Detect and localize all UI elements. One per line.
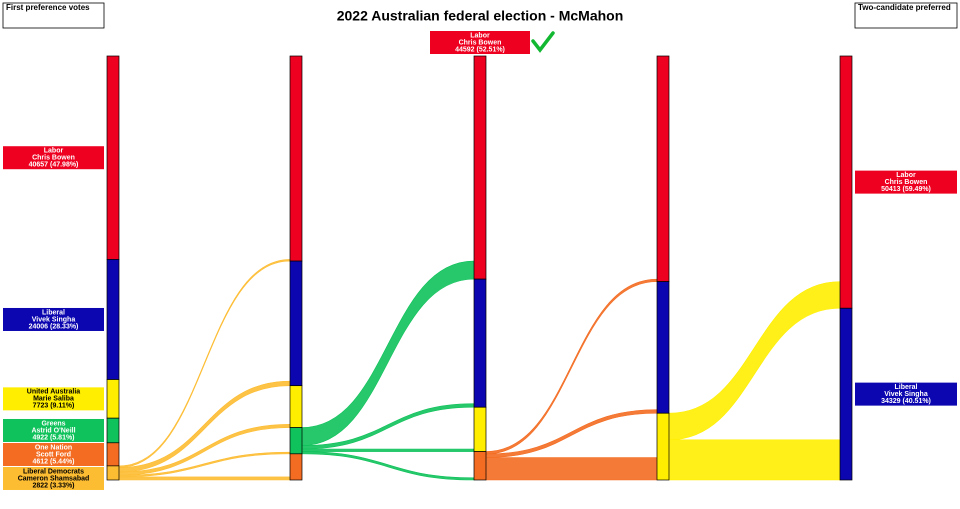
party-label: Liberal Democrats bbox=[23, 468, 84, 475]
vote-label: 4922 (5.81%) bbox=[32, 434, 74, 441]
vote-label: 7723 (9.11%) bbox=[33, 403, 75, 410]
preference-flow bbox=[668, 439, 841, 481]
first-preference-box bbox=[3, 387, 104, 411]
party-label: United Australia bbox=[27, 389, 81, 396]
heading-box bbox=[2, 2, 105, 29]
vote-label: 4612 (5.44%) bbox=[32, 458, 74, 465]
count-segment bbox=[839, 307, 853, 481]
count-segment bbox=[106, 55, 120, 260]
left-heading: First preference votes bbox=[6, 3, 90, 12]
vote-label: 40657 (47.98%) bbox=[29, 162, 79, 169]
winner-check bbox=[531, 31, 555, 53]
candidate-name: Cameron Shamsabad bbox=[18, 475, 90, 482]
right-heading: Two-candidate preferred bbox=[858, 3, 951, 12]
preference-flow bbox=[118, 476, 291, 481]
first-preference-box bbox=[3, 466, 104, 490]
count-segment bbox=[656, 281, 670, 414]
party-label: Liberal bbox=[895, 384, 918, 391]
count-segment bbox=[473, 55, 487, 280]
vote-label: 24006 (28.33%) bbox=[29, 323, 79, 330]
candidate-name: Vivek Singha bbox=[884, 391, 928, 398]
first-preference-box bbox=[3, 307, 104, 331]
count-segment bbox=[473, 278, 487, 408]
winner-box bbox=[430, 31, 530, 54]
party-label: Greens bbox=[41, 420, 65, 427]
count-segment bbox=[106, 379, 120, 419]
candidate-name: Chris Bowen bbox=[885, 179, 928, 186]
title: 2022 Australian federal election - McMah… bbox=[337, 8, 624, 24]
preference-flow bbox=[301, 448, 475, 452]
candidate-name: Marie Saliba bbox=[33, 396, 74, 403]
count-segment bbox=[289, 385, 303, 428]
count-segment bbox=[473, 451, 487, 481]
vote-label: 34329 (40.51%) bbox=[881, 398, 931, 405]
count-segment bbox=[106, 417, 120, 444]
party-label: Labor bbox=[470, 32, 490, 39]
final-result-box bbox=[855, 170, 957, 194]
count-segment bbox=[473, 406, 487, 452]
count-segment bbox=[106, 259, 120, 380]
first-preference-box bbox=[3, 418, 104, 442]
candidate-name: Scott Ford bbox=[36, 451, 71, 458]
vote-label: 44592 (52.51%) bbox=[455, 46, 505, 53]
count-segment bbox=[656, 55, 670, 282]
vote-label: 50413 (59.49%) bbox=[881, 186, 931, 193]
preference-flow bbox=[485, 457, 658, 481]
count-segment bbox=[289, 453, 303, 481]
party-label: One Nation bbox=[35, 444, 72, 451]
count-segment bbox=[289, 55, 303, 262]
candidate-name: Chris Bowen bbox=[32, 155, 75, 162]
first-preference-box bbox=[3, 442, 104, 466]
party-label: Labor bbox=[44, 148, 64, 155]
count-segment bbox=[289, 427, 303, 455]
count-segment bbox=[839, 55, 853, 309]
candidate-name: Vivek Singha bbox=[32, 316, 76, 323]
preference-flow bbox=[118, 259, 291, 468]
count-segment bbox=[106, 442, 120, 467]
count-segment bbox=[656, 412, 670, 481]
count-segment bbox=[106, 465, 120, 481]
vote-label: 2822 (3.33%) bbox=[32, 482, 74, 489]
candidate-name: Chris Bowen bbox=[459, 39, 502, 46]
preference-flow bbox=[668, 281, 841, 441]
heading-box bbox=[854, 2, 958, 29]
party-label: Liberal bbox=[42, 309, 65, 316]
preference-flow bbox=[301, 451, 475, 481]
preference-flow bbox=[485, 278, 658, 455]
party-label: Labor bbox=[896, 172, 916, 179]
preference-flow bbox=[301, 260, 475, 446]
first-preference-box bbox=[3, 146, 104, 170]
count-segment bbox=[289, 260, 303, 387]
preference-flow bbox=[485, 409, 658, 458]
candidate-name: Astrid O'Neill bbox=[31, 427, 75, 434]
final-result-box bbox=[855, 382, 957, 406]
